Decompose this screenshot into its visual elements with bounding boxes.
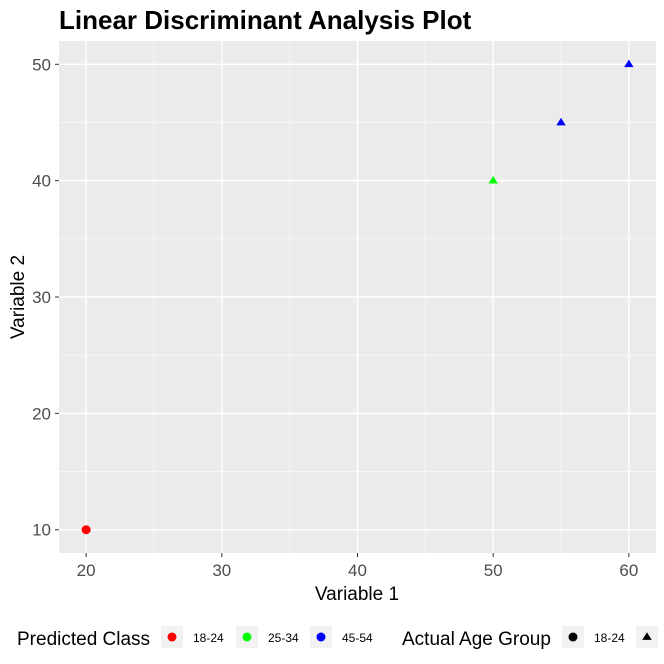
legend-label: 45-54 — [342, 631, 373, 645]
legend-key-color — [316, 632, 326, 642]
legend-label: 18-24 — [594, 631, 625, 645]
x-axis: 20 30 40 50 60 — [77, 553, 638, 580]
x-axis-title: Variable 1 — [315, 584, 399, 605]
x-tick-label: 50 — [484, 561, 503, 580]
y-tick-label: 50 — [32, 55, 51, 74]
x-tick-label: 30 — [212, 561, 231, 580]
y-tick-label: 30 — [32, 288, 51, 307]
y-axis-title: Variable 2 — [8, 255, 29, 339]
x-tick-label: 20 — [77, 561, 96, 580]
x-tick-label: 40 — [348, 561, 367, 580]
legend-actual-age-group-keys: 18-24 — [562, 626, 658, 648]
legend-label: 25-34 — [268, 631, 299, 645]
data-point — [556, 117, 566, 126]
y-tick-label: 40 — [32, 172, 51, 191]
legend-actual-age-group-title: Actual Age Group — [402, 629, 551, 650]
legend-label: 18-24 — [193, 631, 224, 645]
legend-predicted-class-keys: 18-24 25-34 45-54 — [161, 626, 373, 648]
major-gridlines — [59, 41, 656, 553]
y-tick-label: 20 — [32, 404, 51, 423]
x-tick-label: 60 — [619, 561, 638, 580]
legend-key-color — [242, 632, 252, 642]
data-point — [488, 175, 498, 184]
legend-key-shape — [568, 632, 578, 642]
legend-predicted-class-title: Predicted Class — [17, 629, 150, 650]
legend: Predicted Class 18-24 25-34 45-54 Actual A… — [17, 626, 658, 650]
data-point — [81, 525, 91, 535]
data-points — [81, 59, 634, 535]
data-point — [624, 59, 634, 68]
y-axis: 10 20 30 40 50 — [32, 55, 59, 540]
legend-key-shape — [642, 632, 652, 640]
chart-title: Linear Discriminant Analysis Plot — [59, 5, 472, 35]
legend-key-color — [167, 632, 177, 642]
y-tick-label: 10 — [32, 521, 51, 540]
